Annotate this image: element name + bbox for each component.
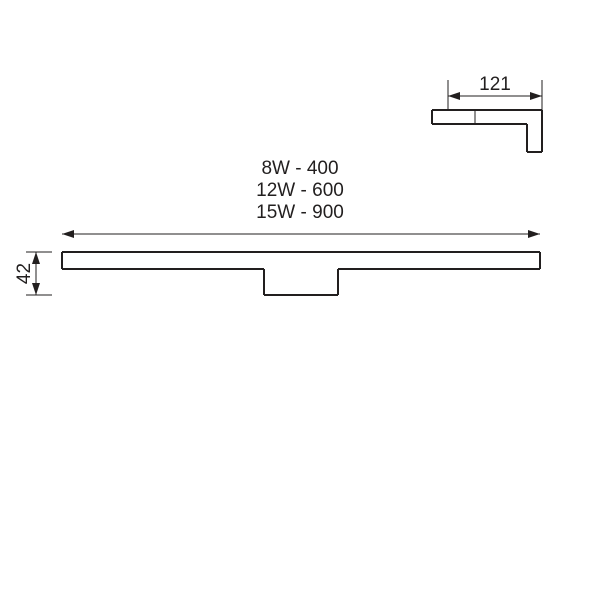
technical-drawing: 121 8W - 40012W - 60015W - 900 42 bbox=[0, 0, 600, 600]
width-variant-label: 12W - 600 bbox=[256, 180, 344, 201]
side-width-label: 121 bbox=[479, 74, 511, 95]
width-variant-label: 8W - 400 bbox=[261, 158, 338, 179]
height-label: 42 bbox=[14, 263, 35, 284]
width-variant-label: 15W - 900 bbox=[256, 202, 344, 223]
